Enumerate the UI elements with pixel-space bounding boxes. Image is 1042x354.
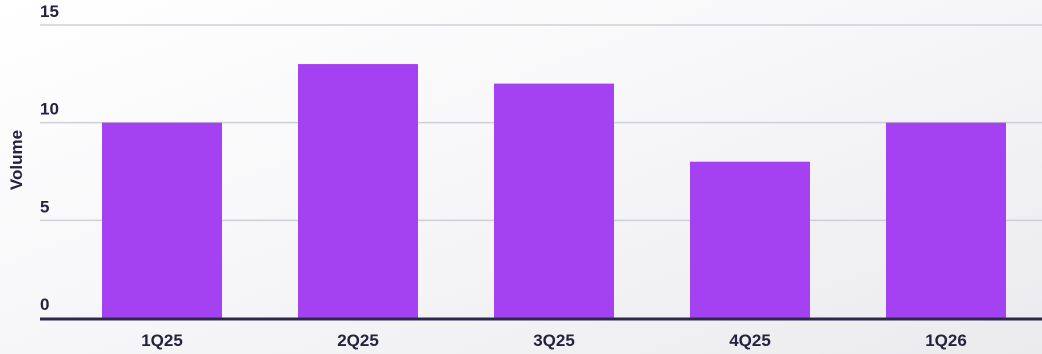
x-tick-label: 4Q25 bbox=[729, 331, 771, 350]
y-axis-title: Volume bbox=[7, 130, 26, 190]
x-axis-ticks: 1Q25 2Q25 3Q25 4Q25 1Q26 bbox=[141, 331, 967, 350]
bar-4q25 bbox=[690, 161, 810, 318]
y-tick-label: 10 bbox=[40, 100, 59, 119]
y-tick-label: 0 bbox=[40, 295, 49, 314]
bar-3q25 bbox=[494, 83, 614, 318]
bar-1q26 bbox=[886, 122, 1006, 319]
y-tick-label: 5 bbox=[40, 197, 49, 216]
y-axis-ticks: 0 5 10 15 bbox=[40, 2, 59, 314]
y-tick-label: 15 bbox=[40, 2, 59, 21]
bar-2q25 bbox=[298, 64, 418, 318]
x-tick-label: 2Q25 bbox=[337, 331, 379, 350]
bars bbox=[102, 64, 1006, 319]
x-tick-label: 1Q25 bbox=[141, 331, 183, 350]
x-tick-label: 1Q26 bbox=[925, 331, 967, 350]
bar-1q25 bbox=[102, 122, 222, 319]
x-tick-label: 3Q25 bbox=[533, 331, 575, 350]
